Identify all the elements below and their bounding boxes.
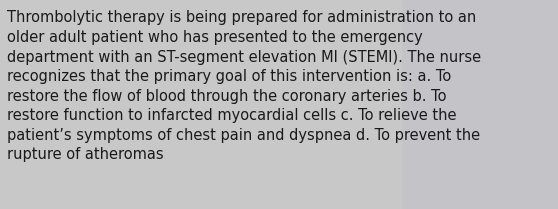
Text: Thrombolytic therapy is being prepared for administration to an
older adult pati: Thrombolytic therapy is being prepared f… [7, 10, 481, 162]
Bar [402, 0, 558, 209]
